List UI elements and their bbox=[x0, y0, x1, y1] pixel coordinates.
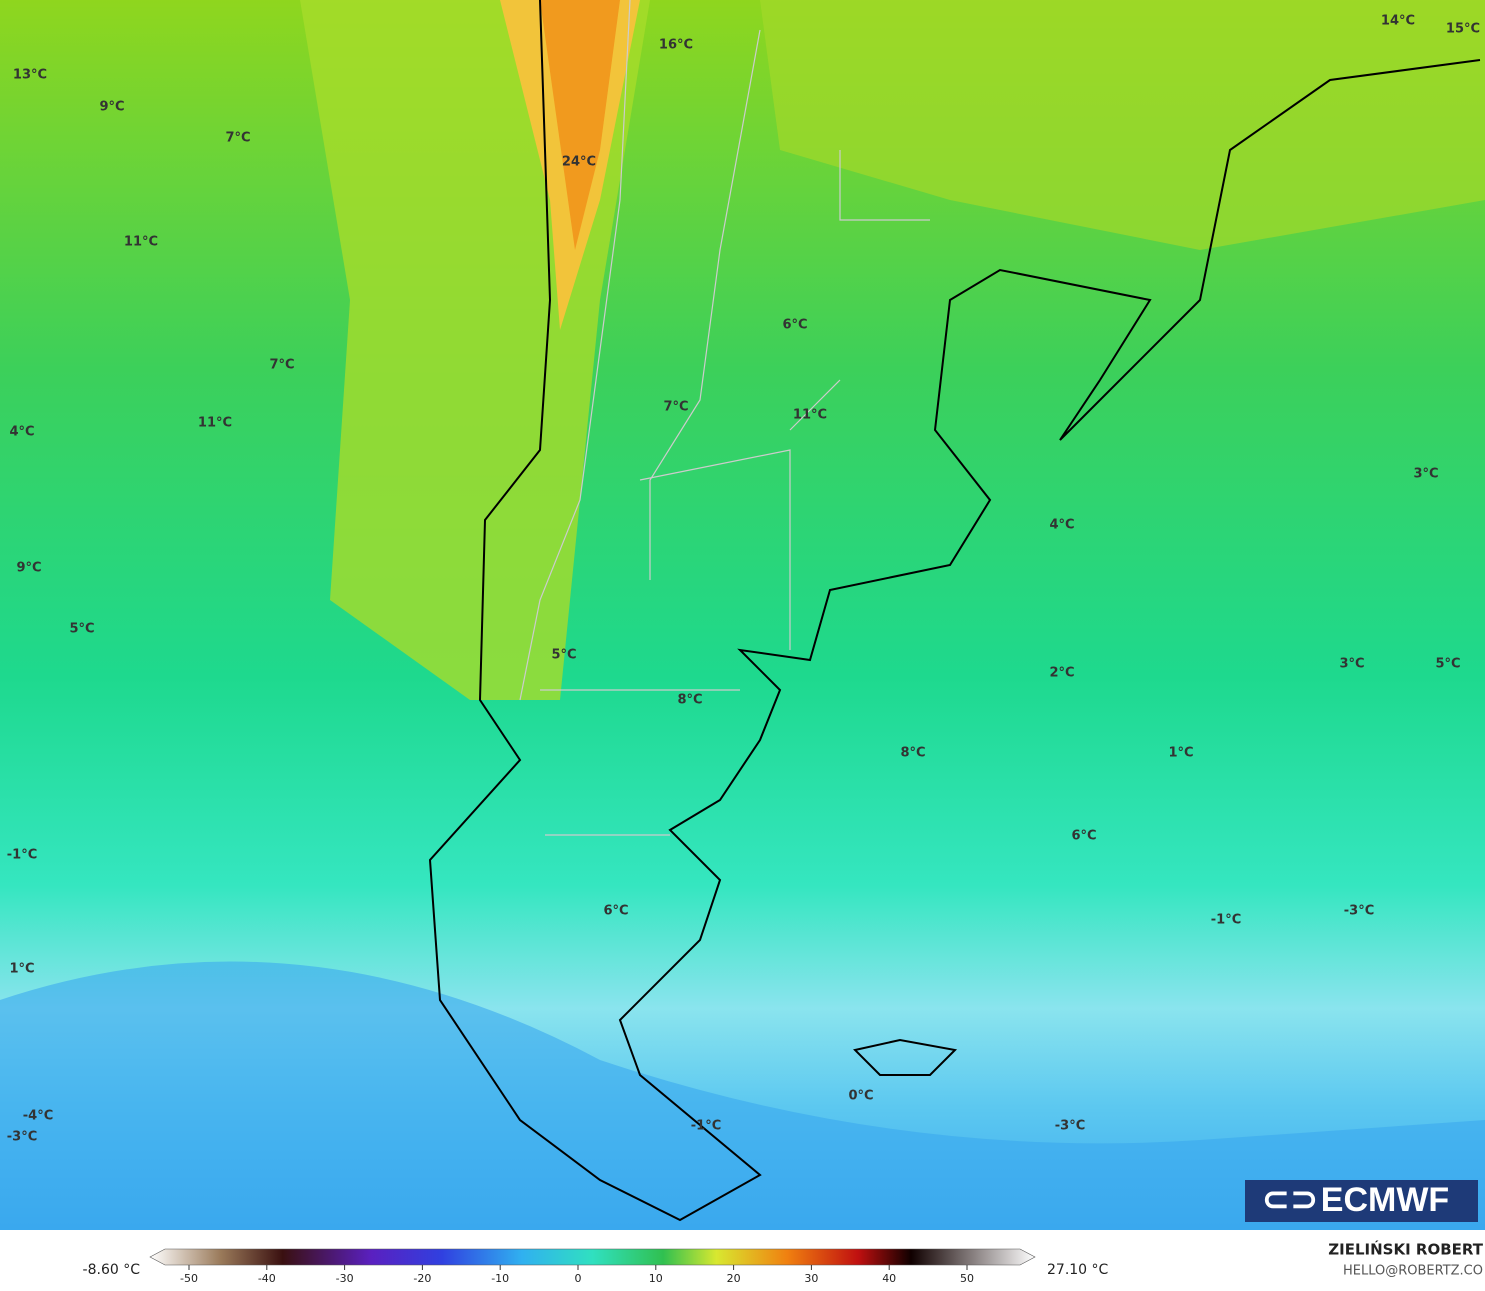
temperature-label: 5°C bbox=[69, 622, 94, 637]
temperature-label: 4°C bbox=[9, 425, 34, 440]
temperature-label: 8°C bbox=[677, 693, 702, 708]
tick-label: 30 bbox=[804, 1272, 818, 1285]
colorbar-min: -8.60 °C bbox=[83, 1262, 141, 1278]
colorbar-max: 27.10 °C bbox=[1047, 1262, 1109, 1278]
tick-label: -10 bbox=[491, 1272, 509, 1285]
tick-label: -20 bbox=[413, 1272, 431, 1285]
colorbar bbox=[149, 1248, 1036, 1266]
temperature-label: 2°C bbox=[1049, 666, 1074, 681]
temperature-label: -3°C bbox=[1055, 1119, 1085, 1134]
temperature-label: 4°C bbox=[1049, 518, 1074, 533]
temperature-label: 15°C bbox=[1446, 22, 1480, 37]
temperature-label: 11°C bbox=[793, 408, 827, 423]
temperature-label: 6°C bbox=[603, 904, 628, 919]
coastline bbox=[428, 0, 1481, 1222]
temperature-label: -3°C bbox=[1344, 904, 1374, 919]
author: ZIELIŃSKI ROBERT bbox=[1328, 1240, 1483, 1259]
colorbar-ticks: -50 -40 -30 -20 -10 0 10 20 30 40 50 bbox=[180, 1265, 974, 1285]
temperature-label: 13°C bbox=[13, 68, 47, 83]
logo-box bbox=[1245, 1180, 1478, 1222]
temperature-label: -3°C bbox=[7, 1130, 37, 1145]
tick-label: 0 bbox=[575, 1272, 582, 1285]
logo-icon: ⊂⊃ bbox=[1262, 1180, 1319, 1220]
logo-text: ECMWF bbox=[1321, 1181, 1449, 1219]
temperature-label: 11°C bbox=[198, 416, 232, 431]
temperature-label: -1°C bbox=[7, 848, 37, 863]
temperature-label: 8°C bbox=[900, 746, 925, 761]
temperature-label: 14°C bbox=[1381, 14, 1415, 29]
temperature-label: 3°C bbox=[1339, 657, 1364, 672]
cold-zone bbox=[0, 961, 1485, 1230]
temperature-label: -4°C bbox=[23, 1109, 53, 1124]
temperature-label: 6°C bbox=[1071, 829, 1096, 844]
temperature-label: 1°C bbox=[9, 962, 34, 977]
borders bbox=[519, 0, 930, 836]
temperature-label: 16°C bbox=[659, 38, 693, 53]
warm-zone bbox=[540, 0, 620, 250]
temperature-label: 3°C bbox=[1413, 467, 1438, 482]
email: HELLO@ROBERTZ.CO bbox=[1343, 1264, 1483, 1279]
temperature-label: 6°C bbox=[782, 318, 807, 333]
tick-label: -40 bbox=[258, 1272, 276, 1285]
tick-label: 20 bbox=[727, 1272, 741, 1285]
warm-zone bbox=[760, 0, 1485, 250]
temperature-label: 11°C bbox=[124, 235, 158, 250]
temperature-label: 0°C bbox=[848, 1089, 873, 1104]
temperature-label: 1°C bbox=[1168, 746, 1193, 761]
temperature-labels: 13°C 9°C 7°C 11°C 7°C 11°C 4°C 9°C 5°C 16°C 24°C 6°… bbox=[7, 14, 1480, 1145]
temperature-label: 5°C bbox=[1435, 657, 1460, 672]
temperature-label: 7°C bbox=[225, 131, 250, 146]
tick-label: 10 bbox=[649, 1272, 663, 1285]
temperature-label: 9°C bbox=[16, 561, 41, 576]
falklands bbox=[853, 1038, 958, 1076]
temperature-label: 5°C bbox=[551, 648, 576, 663]
temperature-label: -1°C bbox=[1211, 913, 1241, 928]
temperature-label: 7°C bbox=[663, 400, 688, 415]
tick-label: -50 bbox=[180, 1272, 198, 1285]
temperature-label: 24°C bbox=[562, 155, 596, 170]
temperature-label: -1°C bbox=[691, 1119, 721, 1134]
temperature-label: 7°C bbox=[269, 358, 294, 373]
tick-label: 40 bbox=[882, 1272, 896, 1285]
temperature-label: 9°C bbox=[99, 100, 124, 115]
tick-label: 50 bbox=[960, 1272, 974, 1285]
tick-label: -30 bbox=[336, 1272, 354, 1285]
